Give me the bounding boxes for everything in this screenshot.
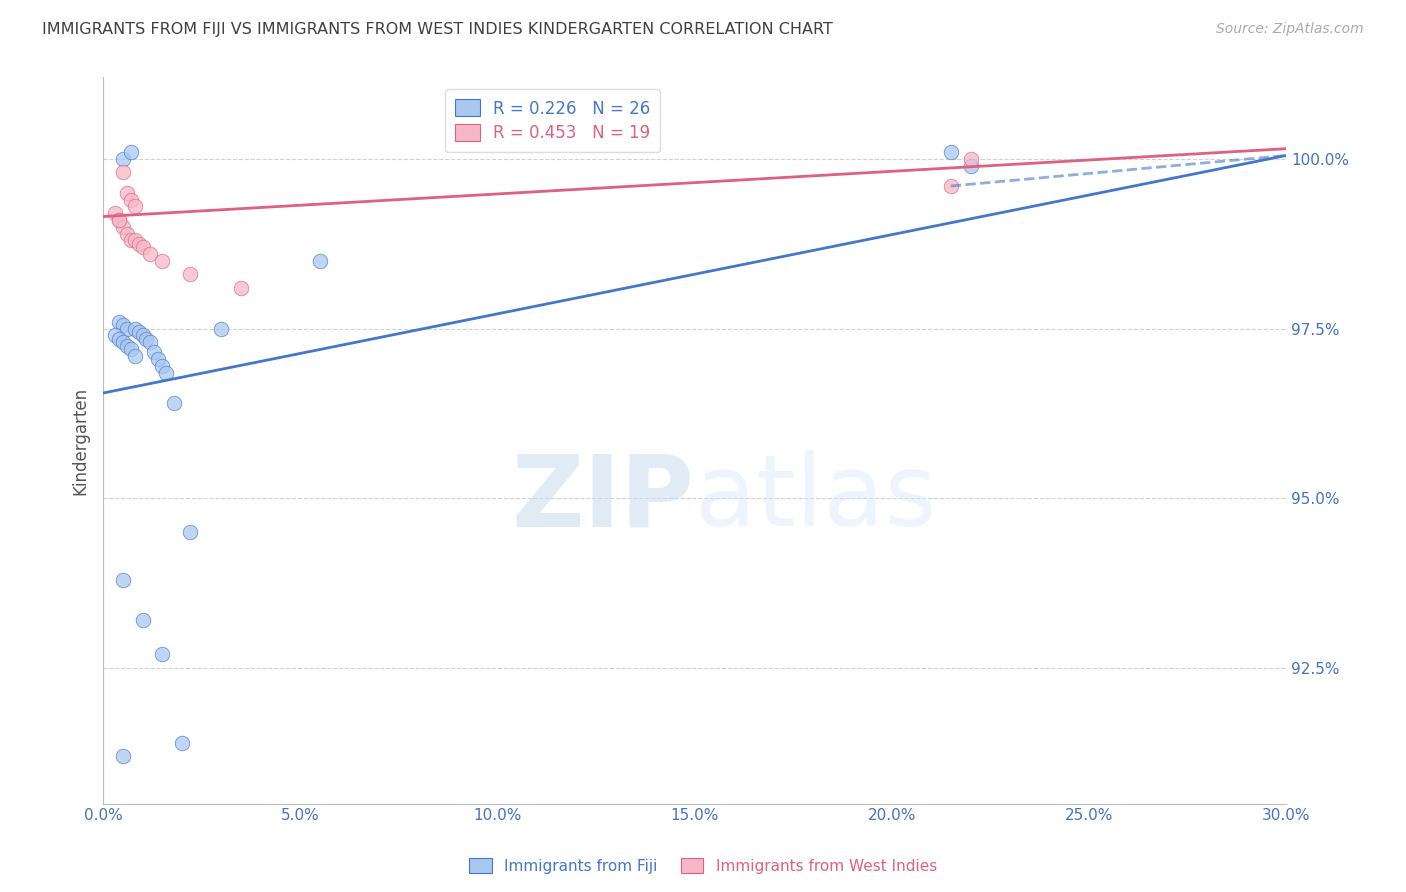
- Point: [170, 735, 193, 749]
- Point: [229, 281, 252, 295]
- Point: [108, 332, 131, 346]
- Point: [131, 613, 153, 627]
- Point: [143, 345, 166, 359]
- Point: [124, 349, 146, 363]
- Point: [115, 338, 138, 352]
- Point: [131, 240, 153, 254]
- Point: [959, 152, 981, 166]
- Point: [104, 328, 127, 343]
- Text: IMMIGRANTS FROM FIJI VS IMMIGRANTS FROM WEST INDIES KINDERGARTEN CORRELATION CHA: IMMIGRANTS FROM FIJI VS IMMIGRANTS FROM …: [42, 22, 832, 37]
- Point: [128, 325, 150, 339]
- Point: [111, 749, 134, 764]
- Point: [111, 152, 134, 166]
- Point: [150, 648, 173, 662]
- Point: [111, 335, 134, 350]
- Point: [209, 321, 232, 335]
- Point: [939, 179, 962, 194]
- Point: [135, 332, 157, 346]
- Point: [939, 145, 962, 160]
- Point: [115, 321, 138, 335]
- Legend: Immigrants from Fiji, Immigrants from West Indies: Immigrants from Fiji, Immigrants from We…: [463, 852, 943, 880]
- Text: atlas: atlas: [695, 450, 936, 547]
- Point: [139, 247, 162, 261]
- Point: [108, 213, 131, 227]
- Point: [150, 359, 173, 373]
- Y-axis label: Kindergarten: Kindergarten: [72, 386, 89, 494]
- Point: [111, 318, 134, 333]
- Point: [124, 233, 146, 247]
- Point: [179, 525, 201, 540]
- Text: ZIP: ZIP: [512, 450, 695, 547]
- Point: [104, 206, 127, 220]
- Point: [155, 366, 177, 380]
- Point: [115, 227, 138, 241]
- Point: [131, 328, 153, 343]
- Point: [115, 186, 138, 200]
- Point: [120, 233, 142, 247]
- Point: [124, 321, 146, 335]
- Point: [163, 396, 186, 410]
- Point: [139, 335, 162, 350]
- Point: [120, 342, 142, 356]
- Point: [111, 573, 134, 587]
- Legend: R = 0.226   N = 26, R = 0.453   N = 19: R = 0.226 N = 26, R = 0.453 N = 19: [444, 89, 661, 153]
- Point: [150, 253, 173, 268]
- Point: [124, 199, 146, 213]
- Point: [148, 352, 170, 367]
- Point: [108, 315, 131, 329]
- Text: Source: ZipAtlas.com: Source: ZipAtlas.com: [1216, 22, 1364, 37]
- Point: [120, 145, 142, 160]
- Point: [128, 236, 150, 251]
- Point: [108, 213, 131, 227]
- Point: [959, 159, 981, 173]
- Point: [120, 193, 142, 207]
- Point: [309, 253, 332, 268]
- Point: [111, 165, 134, 179]
- Point: [179, 267, 201, 281]
- Point: [111, 219, 134, 234]
